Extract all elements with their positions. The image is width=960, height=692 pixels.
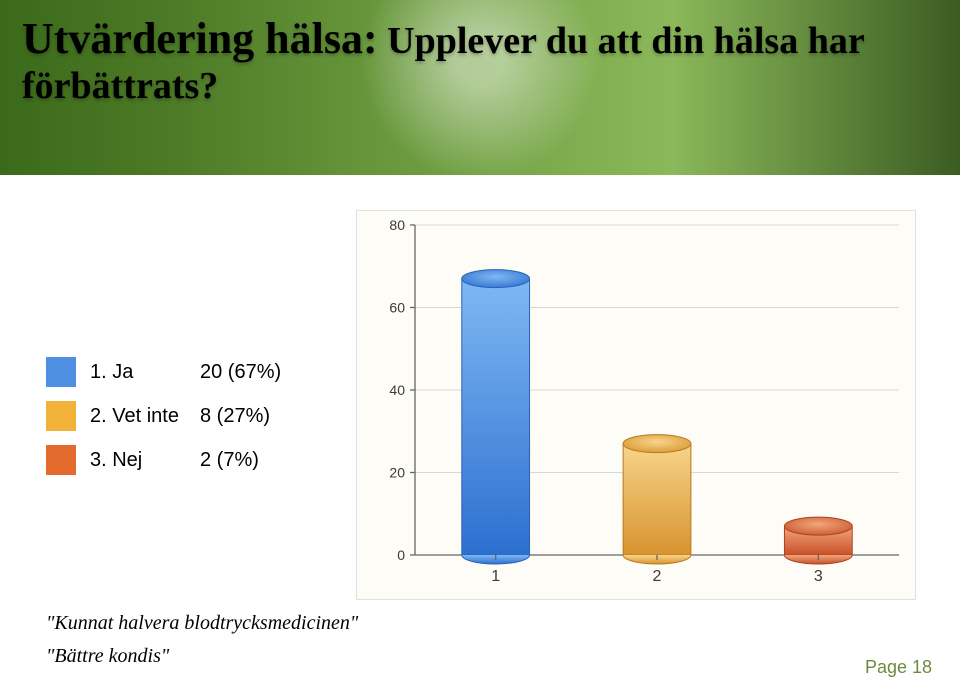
legend-value-1: 20 (67%) [200, 361, 281, 384]
legend-label-3: 3. Nej [90, 450, 200, 471]
legend-swatch-2 [46, 401, 76, 431]
legend-label-2: 2. Vet inte [90, 406, 200, 427]
svg-text:40: 40 [389, 382, 405, 398]
header-band: Utvärdering hälsa: Upplever du att din h… [0, 0, 960, 175]
legend-row: 2. Vet inte 8 (27%) [46, 394, 336, 438]
legend-value-3: 2 (7%) [200, 449, 259, 472]
svg-text:3: 3 [814, 568, 823, 585]
legend-swatch-1 [46, 357, 76, 387]
svg-text:2: 2 [653, 568, 662, 585]
legend-swatch-3 [46, 445, 76, 475]
page-number: Page 18 [865, 657, 932, 678]
quote-2: "Bättre kondis" [46, 645, 358, 668]
page-title: Utvärdering hälsa: Upplever du att din h… [22, 14, 902, 108]
slide: Utvärdering hälsa: Upplever du att din h… [0, 0, 960, 692]
quote-1: "Kunnat halvera blodtrycksmedicinen" [46, 612, 358, 635]
title-strong: Utvärdering hälsa: [22, 14, 378, 63]
bar-chart-svg: 0 20 40 60 80 1 2 3 [357, 211, 917, 601]
legend-label-1: 1. Ja [90, 362, 200, 383]
svg-text:80: 80 [389, 217, 405, 233]
legend: 1. Ja 20 (67%) 2. Vet inte 8 (27%) 3. Ne… [46, 350, 336, 482]
svg-text:1: 1 [491, 568, 500, 585]
svg-text:20: 20 [389, 465, 405, 481]
legend-value-2: 8 (27%) [200, 405, 270, 428]
bar-chart: 0 20 40 60 80 1 2 3 [356, 210, 916, 600]
svg-text:0: 0 [397, 547, 405, 563]
svg-text:60: 60 [389, 300, 405, 316]
legend-row: 1. Ja 20 (67%) [46, 350, 336, 394]
legend-row: 3. Nej 2 (7%) [46, 438, 336, 482]
quotes: "Kunnat halvera blodtrycksmedicinen" "Bä… [46, 612, 358, 668]
